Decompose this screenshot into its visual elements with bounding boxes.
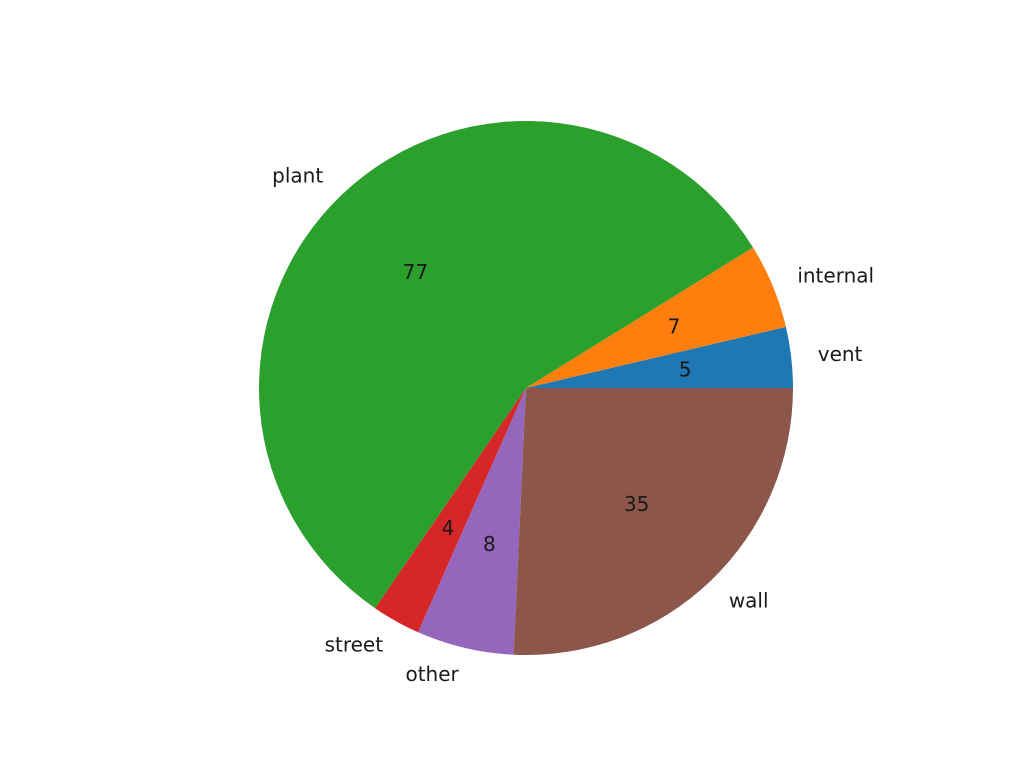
slice-category-label: plant <box>272 164 323 188</box>
slice-category-label: internal <box>797 264 874 288</box>
pie-slice-street <box>375 388 526 633</box>
slice-value-label: 5 <box>679 358 692 382</box>
pie-slice-internal <box>526 247 786 388</box>
slice-value-label: 4 <box>442 516 455 540</box>
pie-category-labels: vent internal plant street other wall <box>272 164 874 686</box>
slice-value-label: 8 <box>483 532 496 556</box>
slice-value-label: 7 <box>668 315 681 339</box>
pie-slice-vent <box>526 326 793 388</box>
pie-slice-plant <box>259 120 754 609</box>
slice-category-label: street <box>325 633 384 657</box>
pie-slice-other <box>418 388 526 655</box>
pie-slice-wall <box>513 388 794 656</box>
slice-category-label: vent <box>818 342 863 366</box>
pie-slices <box>259 120 794 656</box>
slice-category-label: other <box>405 662 459 686</box>
slice-value-label: 35 <box>624 492 649 516</box>
slice-category-label: wall <box>729 588 769 612</box>
slice-value-label: 77 <box>403 260 428 284</box>
